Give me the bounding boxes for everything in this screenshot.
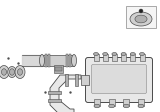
Ellipse shape [93,53,99,56]
Bar [112,54,117,61]
Ellipse shape [15,66,25,79]
Ellipse shape [130,53,135,56]
Bar [140,54,144,61]
Ellipse shape [112,53,117,56]
Bar [126,6,156,28]
Bar [123,99,129,106]
FancyBboxPatch shape [92,65,147,94]
Ellipse shape [72,55,76,67]
FancyBboxPatch shape [85,57,152,102]
Ellipse shape [121,53,126,56]
Polygon shape [50,75,81,112]
Ellipse shape [135,15,147,23]
Bar [130,54,135,61]
Ellipse shape [130,12,152,26]
Bar [55,67,62,71]
Bar [69,54,71,67]
Ellipse shape [8,67,16,78]
Ellipse shape [17,69,23,75]
Bar [121,54,126,61]
Bar [66,54,68,67]
Bar [54,65,63,73]
Bar [48,54,50,67]
Ellipse shape [9,69,15,75]
Ellipse shape [0,66,9,79]
Ellipse shape [123,104,129,108]
Bar [45,54,47,67]
Bar [94,99,100,106]
Ellipse shape [1,69,7,75]
Bar [103,54,108,61]
Circle shape [139,9,143,13]
Bar [109,99,115,106]
Ellipse shape [140,53,144,56]
Ellipse shape [94,104,100,108]
Bar [138,99,144,106]
Ellipse shape [109,104,115,108]
Bar [42,55,74,66]
Bar [48,90,61,94]
Bar [93,54,99,61]
Bar [48,98,61,101]
Ellipse shape [103,53,108,56]
Bar [75,74,77,86]
Bar [64,74,68,86]
Ellipse shape [40,55,44,67]
Bar [81,75,89,85]
Ellipse shape [138,104,144,108]
